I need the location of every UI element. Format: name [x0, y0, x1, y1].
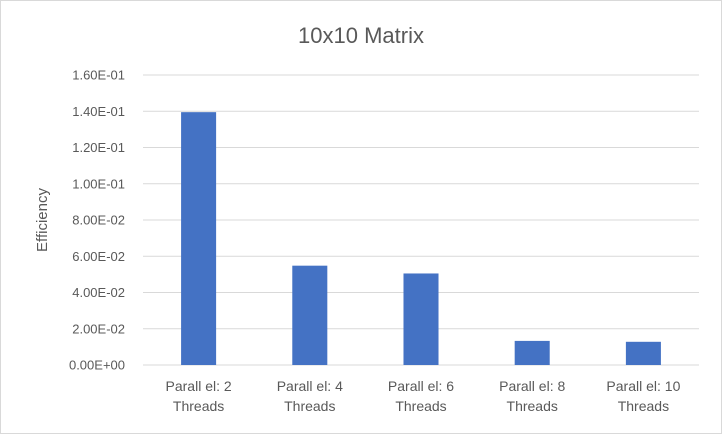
- y-tick-label: 1.40E-01: [72, 104, 125, 119]
- bar: [514, 340, 550, 365]
- y-tick-label: 1.00E-01: [72, 176, 125, 191]
- y-tick-label: 0.00E+00: [69, 358, 125, 373]
- x-tick-label: Threads: [507, 398, 558, 414]
- x-tick-label: Parall el: 8: [499, 378, 565, 394]
- gridlines: [143, 74, 699, 366]
- x-tick-label: Parall el: 10: [606, 378, 680, 394]
- x-tick-label: Parall el: 4: [277, 378, 343, 394]
- y-tick-label: 1.20E-01: [72, 140, 125, 155]
- bar: [625, 341, 661, 365]
- x-tick-label: Parall el: 2: [166, 378, 232, 394]
- y-tick-label: 6.00E-02: [72, 249, 125, 264]
- x-tick-label: Threads: [173, 398, 224, 414]
- x-tick-label: Threads: [618, 398, 669, 414]
- bar: [292, 265, 328, 365]
- x-tick-label: Threads: [395, 398, 446, 414]
- bar: [403, 273, 439, 365]
- y-tick-label: 1.60E-01: [72, 68, 125, 83]
- bars: [181, 112, 661, 365]
- y-axis-ticks: 0.00E+00 2.00E-02 4.00E-02 6.00E-02 8.00E-02…: [69, 68, 125, 373]
- y-tick-label: 8.00E-02: [72, 213, 125, 228]
- x-tick-label: Threads: [284, 398, 335, 414]
- bar: [181, 112, 217, 365]
- x-axis-ticks: Parall el: 2 Threads Parall el: 4 Threads Pa…: [166, 378, 681, 414]
- y-tick-label: 2.00E-02: [72, 321, 125, 336]
- x-tick-label: Parall el: 6: [388, 378, 454, 394]
- chart-title: 10x10 Matrix: [298, 23, 424, 48]
- y-tick-label: 4.00E-02: [72, 285, 125, 300]
- y-axis-title: Efficiency: [34, 188, 51, 252]
